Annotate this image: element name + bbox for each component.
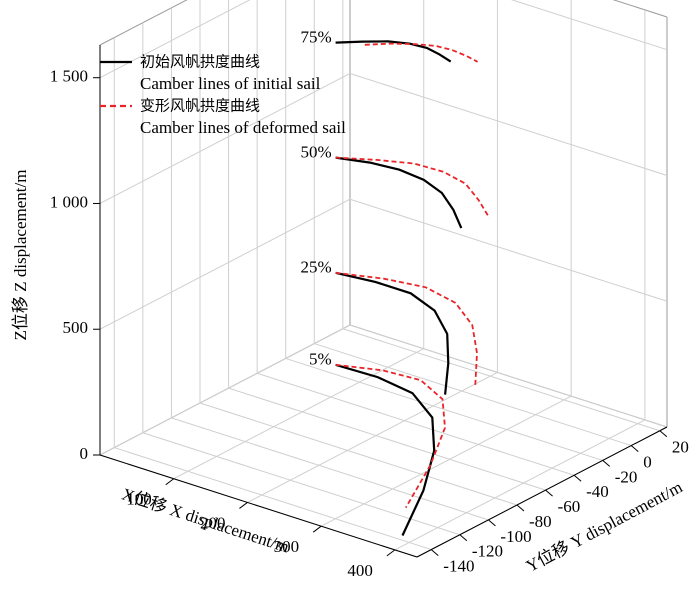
y-tick-label: 20	[672, 438, 689, 457]
grid-line	[99, 198, 351, 330]
y-tick	[430, 549, 439, 556]
level-label: 75%	[300, 28, 331, 47]
series-line	[335, 42, 491, 509]
level-label: 5%	[309, 350, 332, 369]
z-axis-title: Z位移 Z displacement/m	[11, 170, 30, 341]
z-tick-label: 1 000	[50, 192, 88, 211]
box-edge	[612, 0, 668, 18]
x-axis	[99, 454, 418, 558]
z-tick-label: 500	[63, 318, 89, 337]
grid-line	[349, 198, 668, 302]
z-tick-label: 1 500	[50, 67, 88, 86]
legend-label-en: Camber lines of initial sail	[140, 74, 321, 93]
y-tick-label: -20	[615, 467, 638, 486]
x-tick	[312, 525, 322, 533]
grid-line	[256, 372, 575, 476]
x-tick	[239, 502, 248, 509]
level-label: 25%	[300, 258, 331, 277]
y-tick	[630, 445, 639, 452]
y-axis	[416, 426, 668, 558]
y-tick	[545, 489, 553, 497]
y-tick-label: -100	[500, 527, 531, 546]
series-line	[335, 40, 463, 536]
y-tick-label: 0	[643, 452, 652, 471]
grid-line	[228, 387, 546, 491]
y-tick	[573, 474, 582, 482]
grid-line	[349, 324, 668, 428]
x-tick	[386, 549, 396, 557]
grid-line	[320, 395, 572, 527]
y-tick-label: -140	[443, 556, 474, 575]
grid-line	[394, 419, 646, 551]
grid-line	[342, 328, 661, 432]
x-axis-title: X位移 X displacement/m	[119, 484, 291, 556]
grid-line	[247, 371, 498, 503]
legend: 初始风帆拱度曲线 Camber lines of initial sail 变形风帆…	[100, 53, 346, 137]
legend-label-en: Camber lines of deformed sail	[140, 118, 346, 137]
x-tick	[165, 478, 175, 486]
y-tick-label: -80	[529, 512, 552, 531]
z-tick-label: 0	[80, 444, 89, 463]
grid-line	[349, 72, 668, 176]
grid-line	[510, 0, 668, 51]
grid-line	[285, 357, 603, 461]
x-tick-label: 400	[347, 561, 373, 580]
grid-line	[99, 0, 251, 79]
grid-line	[142, 432, 461, 536]
grid-line	[314, 343, 632, 447]
grid-line	[171, 417, 489, 521]
grid-line	[114, 447, 432, 551]
y-tick	[488, 519, 496, 527]
y-tick-label: -40	[586, 482, 609, 501]
grid-line	[99, 324, 351, 456]
y-tick	[459, 534, 468, 542]
x-tick-label: 300	[274, 537, 300, 556]
y-tick-label: -60	[558, 497, 581, 516]
x-tick-label: 100	[126, 490, 152, 509]
grid: 100200300400200-20-40-60-80-100-120-1400…	[50, 0, 689, 580]
legend-label: 初始风帆拱度曲线	[140, 53, 260, 71]
legend-label: 变形风帆拱度曲线	[140, 97, 260, 115]
y-tick	[516, 504, 525, 512]
plot: 5% 25% 50% 75%	[300, 28, 491, 536]
x-tick-label: 200	[200, 513, 226, 532]
y-tick	[602, 460, 611, 467]
y-tick-label: -120	[472, 542, 503, 561]
grid-line	[199, 402, 518, 506]
y-tick	[659, 430, 668, 438]
box-edge	[99, 0, 188, 46]
grid-line	[173, 348, 424, 480]
grid-line	[99, 73, 351, 204]
level-label: 50%	[300, 142, 331, 161]
